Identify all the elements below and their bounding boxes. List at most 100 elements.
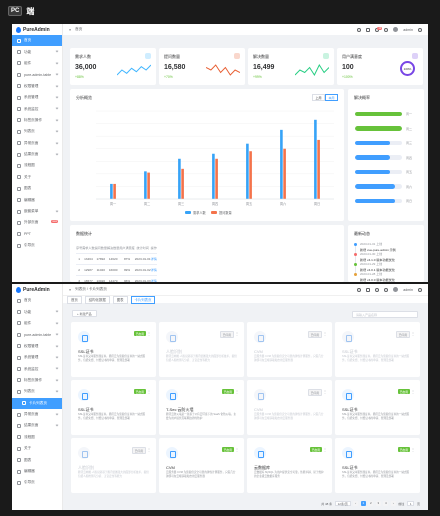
product-card[interactable]: 已停用 ⋮ 人脸识别 腾讯云神图·人脸识别基于腾讯优图强大的面部分析技术，提供包括人脸…	[71, 438, 156, 493]
sidebar-item[interactable]: 功能	[12, 46, 62, 57]
product-card[interactable]: 已停用 ⋮ CVM 云服务器 CVM 为您提供安全可靠的弹性计算服务，只需几分钟即可在…	[247, 322, 332, 377]
bar-demand[interactable]	[144, 171, 147, 199]
sidebar-item[interactable]: 标签页操作	[12, 375, 62, 386]
sidebar-item[interactable]: 系统管理	[12, 92, 62, 103]
tab-3[interactable]: 卡片列表页	[130, 295, 156, 304]
detail-link[interactable]: 详情	[150, 253, 157, 265]
page-size-select[interactable]: 12条/页	[334, 501, 351, 506]
tab-1[interactable]: 结构化数据	[84, 295, 110, 304]
page-number-button[interactable]: 3	[375, 501, 381, 506]
avatar[interactable]	[393, 287, 399, 292]
last-week-toggle[interactable]: 上周	[311, 94, 325, 101]
product-card[interactable]: 已启用 ⋮ T-Sec 云防火墙 腾讯云防火墙是一款基于公有云环境下的 SaaS 化防…	[159, 380, 244, 435]
bar-questions[interactable]	[181, 168, 184, 199]
product-card[interactable]: 已停用 ⋮ SSL证书 SSL证书又叫服务器证书，腾讯云为您提供证书的一站式服务，包括…	[335, 322, 420, 377]
legend-label[interactable]: 需求人数	[193, 210, 207, 215]
sidebar-item[interactable]: 编辑器	[12, 194, 62, 205]
sidebar-item[interactable]: 流程图	[12, 432, 62, 443]
sidebar-item[interactable]: 图表	[12, 183, 62, 194]
sidebar-item[interactable]: 编辑器	[12, 466, 62, 477]
bar-demand[interactable]	[246, 143, 249, 199]
tab-2[interactable]: 图表	[112, 295, 128, 304]
legend-swatch[interactable]	[185, 211, 191, 214]
bar-questions[interactable]	[147, 172, 150, 199]
more-icon[interactable]: ⋮	[235, 388, 239, 394]
bell-icon[interactable]	[375, 287, 380, 292]
more-icon[interactable]: ⋮	[147, 388, 151, 394]
bar-demand[interactable]	[212, 153, 215, 199]
avatar[interactable]	[393, 27, 399, 32]
product-card[interactable]: 已启用 ⋮ SSL证书 SSL证书又叫服务器证书，腾讯云为您提供证书的一站式服务，包括…	[71, 380, 156, 435]
breadcrumb[interactable]: 列表页 / 卡片列表页	[75, 287, 107, 291]
sidebar-item[interactable]: 系统监控	[12, 103, 62, 114]
add-product-button[interactable]: + 新建产品	[72, 310, 97, 317]
bar-demand[interactable]	[314, 119, 317, 199]
sidebar-item[interactable]: 首页	[12, 295, 62, 306]
menu-toggle-icon[interactable]: ≡	[69, 287, 72, 292]
sidebar-item[interactable]: 列表页	[12, 126, 62, 137]
fullscreen-icon[interactable]	[366, 287, 371, 292]
sidebar-item[interactable]: pure-admin-table	[12, 329, 62, 340]
search-icon[interactable]	[357, 27, 362, 32]
product-card[interactable]: 已启用 ⋮ SSL证书 SSL证书又叫服务器证书，腾讯云为您提供证书的一站式服务，包括…	[335, 438, 420, 493]
more-icon[interactable]: ⋮	[235, 446, 239, 452]
sidebar-item[interactable]: 流程图	[12, 160, 62, 171]
sidebar-item[interactable]: 组件	[12, 318, 62, 329]
more-icon[interactable]: ⋮	[411, 330, 415, 336]
product-card[interactable]: 已启用 ⋮ SSL证书 SSL证书又叫服务器证书，腾讯云为您提供证书的一站式服务，包括…	[71, 322, 156, 377]
gear-icon[interactable]	[418, 27, 422, 32]
this-week-toggle[interactable]: 本周	[324, 94, 338, 101]
sidebar-item[interactable]: 首页	[12, 35, 62, 47]
sidebar-item[interactable]: 标签页操作	[12, 115, 62, 126]
username[interactable]: admin	[403, 27, 413, 32]
search-icon[interactable]	[357, 287, 362, 292]
legend-label[interactable]: 提问数量	[219, 210, 233, 215]
more-icon[interactable]: ⋮	[323, 330, 327, 336]
bar-demand[interactable]	[178, 158, 181, 199]
sidebar-item[interactable]: 结果页面	[12, 149, 62, 160]
logo[interactable]: PureAdmin	[12, 284, 62, 295]
sidebar-item[interactable]: 系统监控	[12, 363, 62, 374]
bar-questions[interactable]	[215, 158, 218, 199]
username[interactable]: admin	[403, 287, 413, 292]
sidebar-item[interactable]: 系统管理	[12, 352, 62, 363]
page-number-button[interactable]: 4	[383, 501, 389, 506]
logo[interactable]: PureAdmin	[12, 24, 62, 35]
bar-questions[interactable]	[249, 151, 252, 199]
next-page-button[interactable]: ›	[390, 501, 396, 506]
detail-link[interactable]: 详情	[150, 264, 157, 276]
sidebar-item[interactable]: 组件	[12, 58, 62, 69]
legend-swatch[interactable]	[211, 211, 217, 214]
translate-icon[interactable]	[384, 287, 389, 292]
detail-link[interactable]: 详情	[150, 275, 157, 282]
sidebar-item[interactable]: 异常页面	[12, 138, 62, 149]
bar-questions[interactable]	[113, 183, 116, 199]
breadcrumb[interactable]: 首页	[75, 27, 83, 31]
more-icon[interactable]: ⋮	[323, 388, 327, 394]
more-icon[interactable]: ⋮	[147, 446, 151, 452]
more-icon[interactable]: ⋮	[323, 446, 327, 452]
tab-0[interactable]: 首页	[67, 295, 82, 304]
product-card[interactable]: 已启用 ⋮ CVM 云服务器 CVM 为您提供安全可靠的弹性计算服务，只需几分钟即可在…	[159, 438, 244, 493]
page-number-button[interactable]: 1	[360, 501, 366, 506]
product-card[interactable]: 已启用 ⋮ 云数据库 云数据库 MySQL 为用户提供安全可靠，性能卓越、易于维护的企…	[247, 438, 332, 493]
translate-icon[interactable]	[384, 27, 389, 32]
more-icon[interactable]: ⋮	[235, 330, 239, 336]
bar-demand[interactable]	[280, 129, 283, 199]
sidebar-item[interactable]: PPT	[12, 229, 62, 240]
sidebar-item[interactable]: 外部页面 new	[12, 217, 62, 228]
sidebar-item[interactable]: 权限管理	[12, 81, 62, 92]
sidebar-item[interactable]: 关于	[12, 443, 62, 454]
gear-icon[interactable]	[418, 287, 422, 292]
sidebar-item[interactable]: 列表页	[12, 386, 62, 397]
page-number-button[interactable]: 2	[368, 501, 374, 506]
sidebar-item[interactable]: 引导页	[12, 477, 62, 488]
page-jump-input[interactable]: 1	[406, 501, 415, 506]
sidebar-item[interactable]: 权限管理	[12, 341, 62, 352]
sidebar-item[interactable]: 异常页面	[12, 409, 62, 420]
sidebar-item[interactable]: 引导页	[12, 240, 62, 251]
bar-demand[interactable]	[110, 183, 113, 199]
bar-questions[interactable]	[317, 139, 320, 199]
sidebar-item[interactable]: pure-admin-table	[12, 69, 62, 80]
bell-icon[interactable]: 12	[375, 26, 383, 32]
